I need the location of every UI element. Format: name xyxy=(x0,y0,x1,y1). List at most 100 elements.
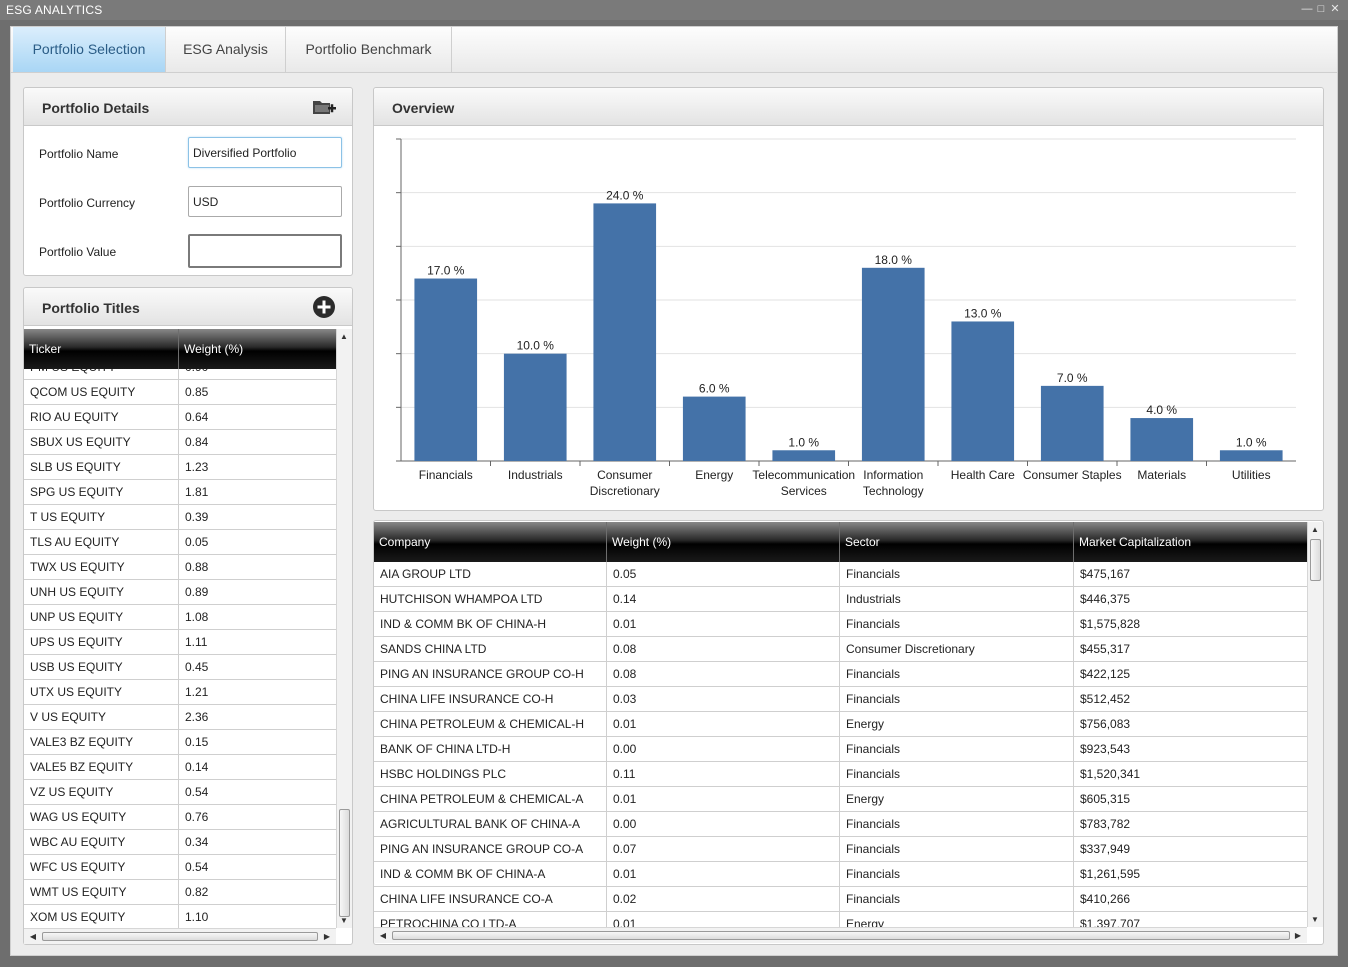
tab-portfolio-selection[interactable]: Portfolio Selection xyxy=(13,27,166,72)
table-row[interactable]: T US EQUITY 0.39 xyxy=(24,505,336,530)
bar[interactable] xyxy=(414,278,478,461)
table-row[interactable]: CHINA LIFE INSURANCE CO-H 0.03 Financials $… xyxy=(374,687,1307,712)
sector-column-header[interactable]: Sector xyxy=(840,522,1074,562)
market-cap-cell: $446,375 xyxy=(1080,592,1131,606)
scroll-left-icon[interactable]: ◀ xyxy=(29,932,37,941)
table-row[interactable]: QCOM US EQUITY 0.85 xyxy=(24,380,336,405)
table-row[interactable]: PING AN INSURANCE GROUP CO-H 0.08 Financia… xyxy=(374,662,1307,687)
table-row[interactable]: CHINA PETROLEUM & CHEMICAL-A 0.01 Energy $6… xyxy=(374,787,1307,812)
holding-weight-cell: 0.01 xyxy=(607,712,840,737)
ticker-cell: USB US EQUITY xyxy=(24,655,179,680)
tickers-vertical-thumb[interactable] xyxy=(339,809,350,917)
close-icon[interactable]: ✕ xyxy=(1330,3,1340,15)
table-row[interactable]: SLB US EQUITY 1.23 xyxy=(24,455,336,480)
scroll-right-icon[interactable]: ▶ xyxy=(1294,931,1302,940)
table-row[interactable]: PETROCHINA CO LTD-A 0.01 Energy $1,397,707 xyxy=(374,912,1307,927)
table-row[interactable]: V US EQUITY 2.36 xyxy=(24,705,336,730)
ticker-column-header[interactable]: Ticker xyxy=(24,329,179,369)
company-column-header[interactable]: Company xyxy=(374,522,607,562)
table-row[interactable]: BANK OF CHINA LTD-H 0.00 Financials $923,54… xyxy=(374,737,1307,762)
table-row[interactable]: TWX US EQUITY 0.88 xyxy=(24,555,336,580)
table-row[interactable]: IND & COMM BK OF CHINA-A 0.01 Financials $1… xyxy=(374,862,1307,887)
table-row[interactable]: XOM US EQUITY 1.10 xyxy=(24,905,336,928)
scroll-right-icon[interactable]: ▶ xyxy=(323,932,331,941)
tab-portfolio-benchmark[interactable]: Portfolio Benchmark xyxy=(286,27,452,72)
table-row[interactable]: VALE3 BZ EQUITY 0.15 xyxy=(24,730,336,755)
portfolio-value-input[interactable] xyxy=(188,234,342,268)
add-folder-icon[interactable] xyxy=(312,97,336,117)
table-row[interactable]: VALE5 BZ EQUITY 0.14 xyxy=(24,755,336,780)
table-row[interactable]: USB US EQUITY 0.45 xyxy=(24,655,336,680)
portfolio-name-input[interactable] xyxy=(188,137,342,168)
holdings-vertical-thumb[interactable] xyxy=(1310,539,1321,581)
table-row[interactable]: WFC US EQUITY 0.54 xyxy=(24,855,336,880)
holdings-vertical-scrollbar[interactable]: ▲ ▼ xyxy=(1307,522,1323,927)
holding-weight-column-header[interactable]: Weight (%) xyxy=(607,522,840,562)
weight-cell: 0.34 xyxy=(185,835,209,849)
bar[interactable] xyxy=(1130,418,1194,461)
maximize-icon[interactable]: □ xyxy=(1317,3,1325,15)
table-row[interactable]: VZ US EQUITY 0.54 xyxy=(24,780,336,805)
tickers-vertical-scrollbar[interactable]: ▲ ▼ xyxy=(336,329,352,928)
bar[interactable] xyxy=(951,321,1015,461)
weight-cell: 0.89 xyxy=(185,585,209,599)
table-row[interactable]: IND & COMM BK OF CHINA-H 0.01 Financials $1… xyxy=(374,612,1307,637)
sector-cell: Financials xyxy=(840,887,1074,912)
tickers-horizontal-thumb[interactable] xyxy=(42,932,318,941)
table-row[interactable]: UNP US EQUITY 1.08 xyxy=(24,605,336,630)
holding-weight-cell: 0.01 xyxy=(607,912,840,927)
bar[interactable] xyxy=(593,203,657,461)
table-row[interactable]: SPG US EQUITY 1.81 xyxy=(24,480,336,505)
x-tick-label: Services xyxy=(781,484,827,498)
scroll-down-icon[interactable]: ▼ xyxy=(1311,915,1319,924)
holding-weight-cell: 0.01 xyxy=(607,612,840,637)
bar[interactable] xyxy=(772,450,836,461)
tickers-horizontal-scrollbar[interactable]: ◀ ▶ xyxy=(24,928,336,944)
bar[interactable] xyxy=(682,396,746,461)
bar[interactable] xyxy=(503,353,567,461)
bar[interactable] xyxy=(861,267,925,461)
plus-circle-icon[interactable] xyxy=(312,295,336,319)
table-row[interactable]: CHINA LIFE INSURANCE CO-A 0.02 Financials $… xyxy=(374,887,1307,912)
table-row[interactable]: WBC AU EQUITY 0.34 xyxy=(24,830,336,855)
table-row[interactable]: AGRICULTURAL BANK OF CHINA-A 0.00 Financia… xyxy=(374,812,1307,837)
market-cap-cell: $422,125 xyxy=(1080,667,1131,681)
weight-column-header[interactable]: Weight (%) xyxy=(184,342,244,356)
minimize-icon[interactable]: — xyxy=(1301,3,1313,15)
holdings-horizontal-thumb[interactable] xyxy=(392,931,1290,940)
table-row[interactable]: RIO AU EQUITY 0.64 xyxy=(24,405,336,430)
holdings-grid: AIA GROUP LTD 0.05 Financials $475,167 HUTCH… xyxy=(374,562,1307,927)
weight-cell: 0.90 xyxy=(179,369,336,380)
scroll-down-icon[interactable]: ▼ xyxy=(340,916,348,925)
table-row[interactable]: PING AN INSURANCE GROUP CO-A 0.07 Financia… xyxy=(374,837,1307,862)
scroll-up-icon[interactable]: ▲ xyxy=(340,332,348,341)
company-cell: IND & COMM BK OF CHINA-H xyxy=(374,612,607,637)
table-row[interactable]: WMT US EQUITY 0.82 xyxy=(24,880,336,905)
tab-esg-analysis[interactable]: ESG Analysis xyxy=(166,27,286,72)
bar[interactable] xyxy=(1219,450,1283,461)
market-cap-column-header[interactable]: Market Capitalization xyxy=(1079,535,1192,549)
market-cap-cell: $1,575,828 xyxy=(1080,617,1141,631)
holding-weight-cell: 0.00 xyxy=(607,737,840,762)
holding-weight-cell: 0.08 xyxy=(607,637,840,662)
table-row[interactable]: TLS AU EQUITY 0.05 xyxy=(24,530,336,555)
portfolio-currency-input[interactable] xyxy=(188,186,342,217)
scroll-left-icon[interactable]: ◀ xyxy=(379,931,387,940)
table-row[interactable]: UPS US EQUITY 1.11 xyxy=(24,630,336,655)
company-cell: SANDS CHINA LTD xyxy=(374,637,607,662)
ticker-cell: SLB US EQUITY xyxy=(24,455,179,480)
table-row[interactable]: AIA GROUP LTD 0.05 Financials $475,167 xyxy=(374,562,1307,587)
bar[interactable] xyxy=(1040,385,1104,461)
scroll-up-icon[interactable]: ▲ xyxy=(1311,525,1319,534)
table-row[interactable]: SANDS CHINA LTD 0.08 Consumer Discretionar… xyxy=(374,637,1307,662)
table-row[interactable]: UTX US EQUITY 1.21 xyxy=(24,680,336,705)
table-row[interactable]: CHINA PETROLEUM & CHEMICAL-H 0.01 Energy $7… xyxy=(374,712,1307,737)
table-row[interactable]: HUTCHISON WHAMPOA LTD 0.14 Industrials $446… xyxy=(374,587,1307,612)
table-row[interactable]: UNH US EQUITY 0.89 xyxy=(24,580,336,605)
table-row[interactable]: SBUX US EQUITY 0.84 xyxy=(24,430,336,455)
holdings-horizontal-scrollbar[interactable]: ◀ ▶ xyxy=(374,927,1307,943)
title-bar: ESG ANALYTICS — □ ✕ xyxy=(0,0,1348,20)
table-row[interactable]: HSBC HOLDINGS PLC 0.11 Financials $1,520,34… xyxy=(374,762,1307,787)
table-row[interactable]: WAG US EQUITY 0.76 xyxy=(24,805,336,830)
